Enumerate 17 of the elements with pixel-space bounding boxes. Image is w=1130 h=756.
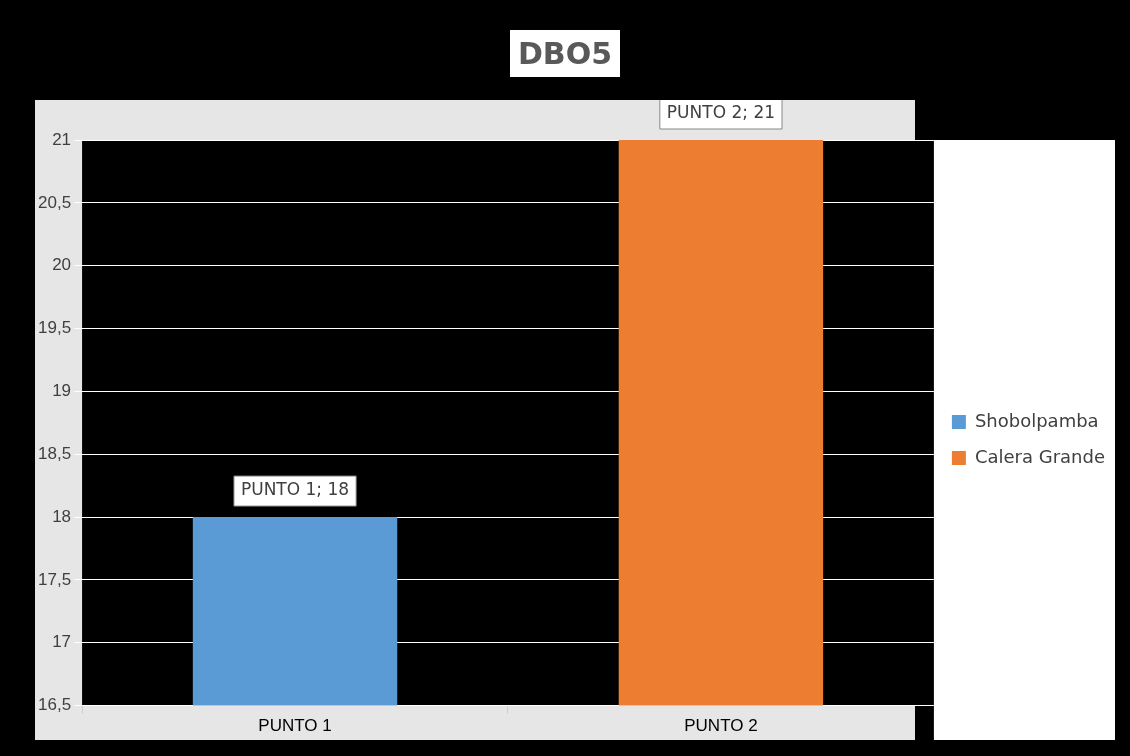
y-tick-label: 20 [52,255,72,275]
y-tick-label: 16,5 [37,695,72,715]
y-tick-label: 17,5 [37,569,72,589]
y-tick-label: 19,5 [37,318,72,338]
legend-label: Shobolpamba [974,409,1099,431]
x-tick-label: PUNTO 1 [258,716,332,736]
y-tick-label: 21 [52,129,72,149]
x-tick-label: PUNTO 2 [684,716,758,736]
y-tick-label: 19 [52,381,72,401]
data-label: PUNTO 2; 21 [666,102,776,123]
data-label: PUNTO 1; 18 [240,479,350,500]
chart-title: DBO5 [509,30,621,77]
y-tick-label: 18,5 [37,443,72,463]
y-tick-label: 18 [52,506,72,526]
legend-label: Calera Grande [974,445,1106,467]
y-tick-label: 17 [52,632,72,652]
y-tick-label: 20,5 [37,192,72,212]
